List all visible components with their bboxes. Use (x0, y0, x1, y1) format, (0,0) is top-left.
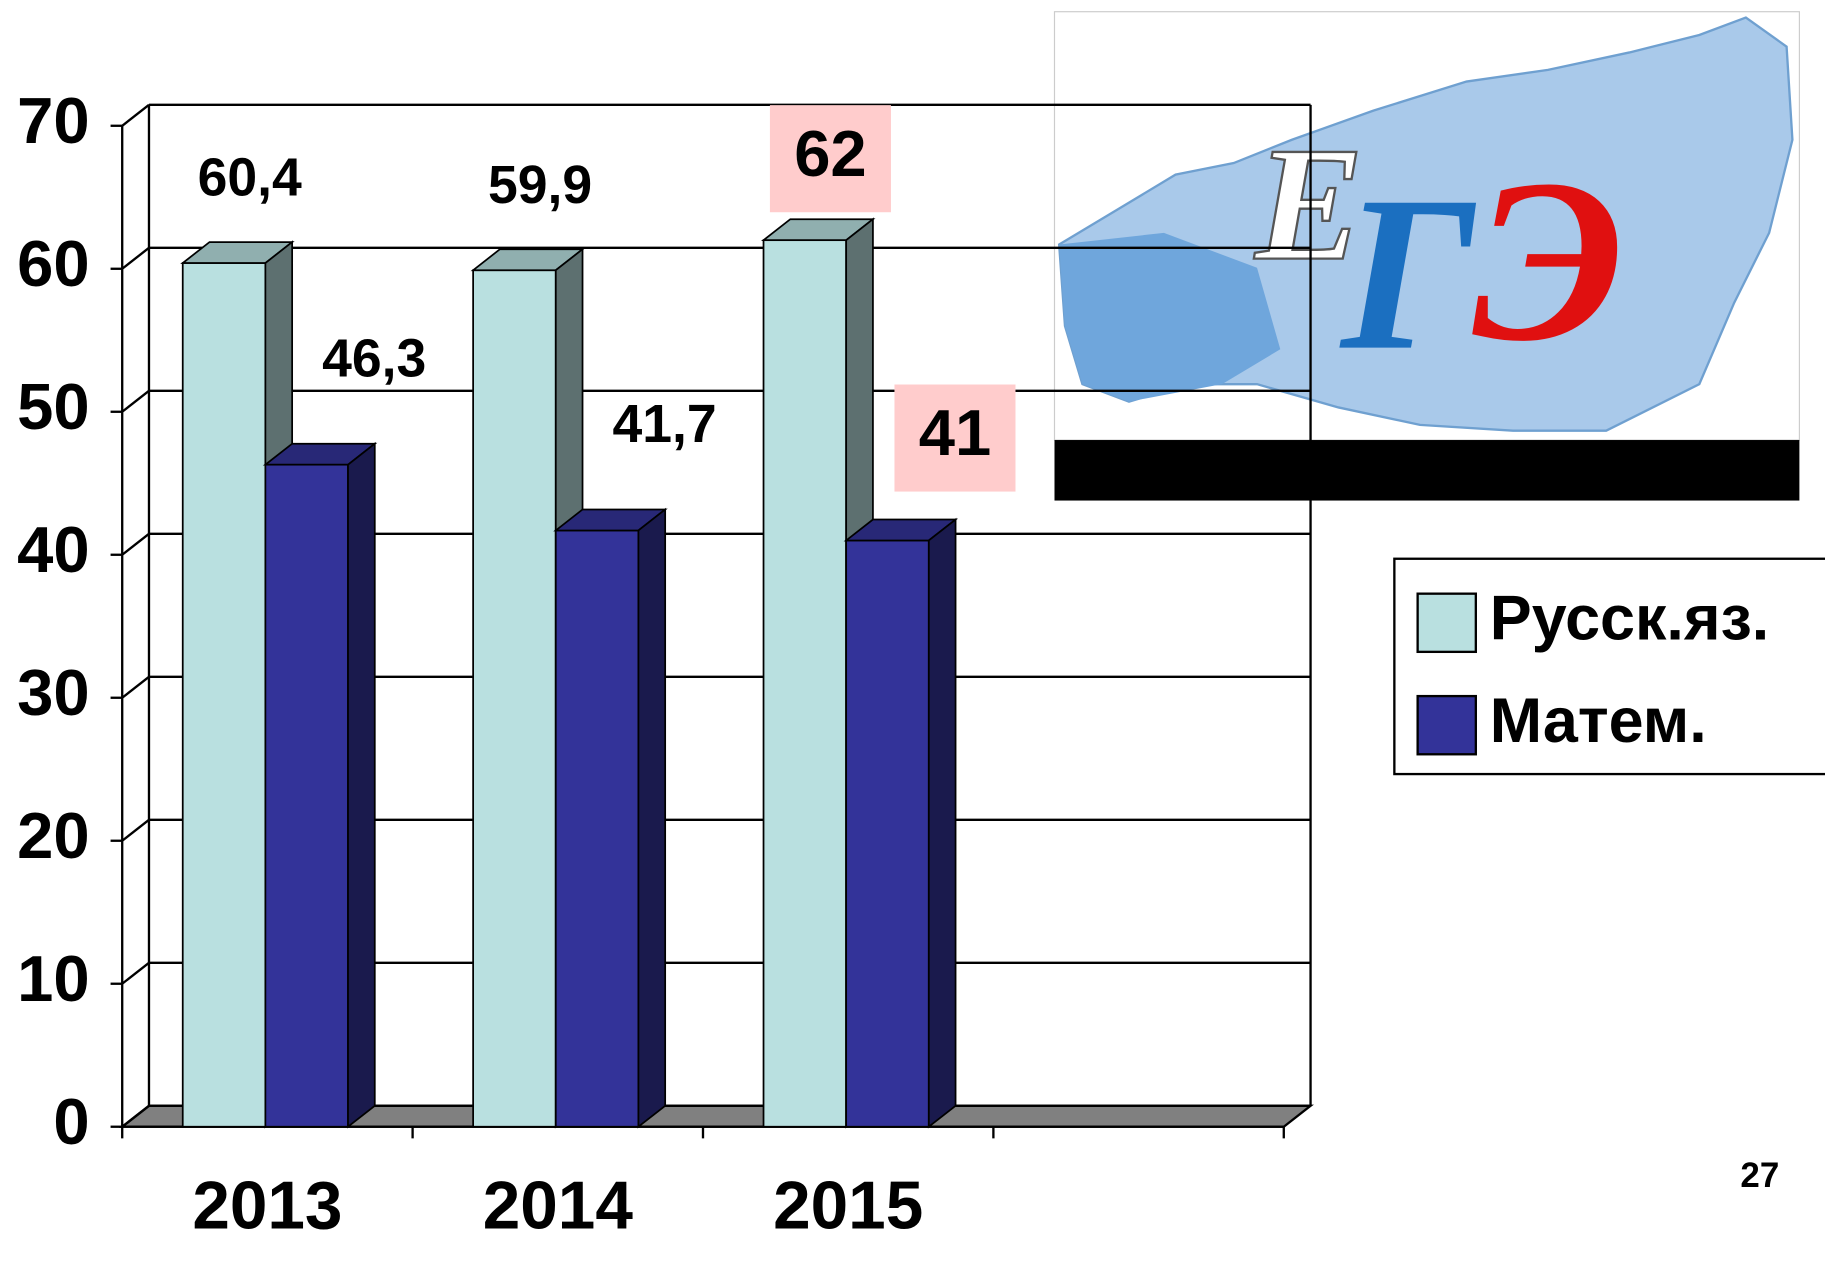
bar (762, 239, 848, 1128)
legend-swatch (1416, 592, 1477, 654)
y-tick-label: 10 (17, 942, 89, 1015)
label-highlight (769, 105, 891, 213)
grid-line (121, 389, 150, 413)
bar-side (637, 507, 667, 1129)
value-label: 46,3 (322, 329, 426, 388)
logo-letter: Е (1253, 115, 1364, 295)
bar-side (347, 441, 376, 1129)
page-number: 27 (1740, 1156, 1779, 1195)
x-tick-label: 2014 (483, 1168, 634, 1243)
bar-side (927, 517, 957, 1129)
y-tick-label: 30 (17, 656, 89, 729)
y-tick-label: 70 (17, 84, 89, 157)
bar (181, 262, 267, 1128)
x-tick-label: 2013 (192, 1168, 342, 1243)
y-tick-label: 60 (17, 227, 89, 300)
chart: 0 10 20 30 40 50 60 70 2013 60,4 46,3 2014 59,9 41,7 2… (17, 84, 1838, 1243)
grid-line (121, 103, 150, 127)
value-label: 62 (794, 117, 866, 190)
grid-line (121, 1104, 150, 1128)
grid-line (121, 532, 150, 556)
logo-letter: Э (1472, 133, 1624, 390)
grid-line (121, 818, 150, 842)
x-tick-label: 2015 (773, 1168, 923, 1243)
bar (264, 463, 349, 1128)
value-label: 59,9 (488, 156, 592, 215)
value-label: 60,4 (198, 149, 302, 208)
y-tick-label: 0 (53, 1085, 89, 1158)
map-region (1059, 232, 1281, 402)
logo-bar (1054, 440, 1800, 501)
bar (554, 529, 640, 1128)
legend-swatch (1416, 694, 1477, 756)
grid-line (121, 961, 150, 985)
y-tick-label: 50 (17, 370, 89, 443)
legend-label: Матем. (1490, 686, 1707, 756)
y-tick-label: 40 (17, 513, 89, 586)
y-tick-label: 20 (17, 799, 89, 872)
value-label: 41,7 (613, 395, 717, 454)
bar (845, 539, 930, 1128)
label-highlight (894, 384, 1016, 492)
grid-line (121, 675, 150, 699)
legend-label: Русск.яз. (1490, 583, 1769, 653)
grid-line (121, 246, 150, 270)
bar (472, 269, 557, 1128)
value-label: 41 (919, 396, 991, 469)
logo: Е Г Э (1053, 11, 1800, 501)
logo-letter: Г (1339, 151, 1477, 396)
